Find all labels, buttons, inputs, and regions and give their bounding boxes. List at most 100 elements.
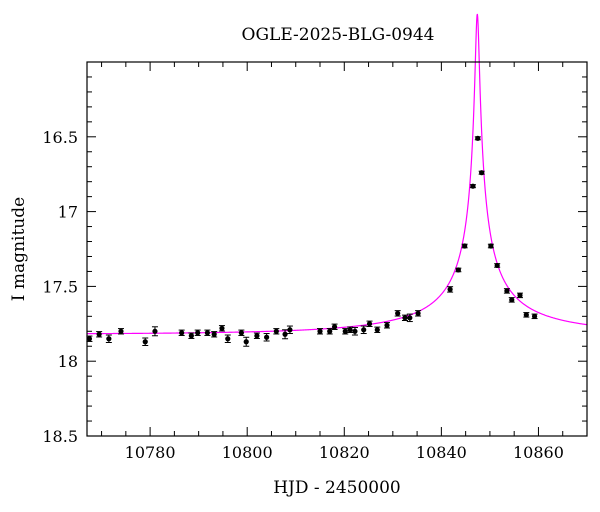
- data-marker: [342, 328, 348, 334]
- data-point: [178, 329, 185, 336]
- data-point: [469, 183, 476, 189]
- data-point: [238, 329, 245, 336]
- data-marker: [243, 339, 249, 345]
- data-marker: [455, 267, 461, 273]
- data-point: [211, 331, 218, 338]
- y-tick-label: 16.5: [42, 128, 78, 147]
- data-point: [286, 325, 293, 335]
- data-marker: [204, 330, 210, 336]
- data-point: [224, 334, 231, 343]
- data-marker: [509, 297, 515, 303]
- data-point: [415, 310, 422, 317]
- data-marker: [273, 328, 279, 334]
- data-point: [218, 325, 225, 332]
- data-marker: [195, 330, 201, 336]
- data-marker: [179, 330, 185, 336]
- data-marker: [347, 327, 353, 333]
- y-tick-label: 17.5: [42, 277, 78, 296]
- data-point: [447, 286, 454, 293]
- y-tick-label: 17: [58, 203, 78, 222]
- data-marker: [415, 310, 421, 316]
- data-point: [273, 328, 280, 335]
- data-point: [494, 262, 501, 269]
- data-point: [478, 170, 485, 176]
- data-marker: [488, 243, 494, 249]
- data-marker: [374, 327, 380, 333]
- data-marker: [317, 328, 323, 334]
- x-tick-label: 10860: [513, 443, 564, 462]
- data-marker: [331, 324, 338, 330]
- x-tick-label: 10780: [125, 443, 176, 462]
- y-tick-label: 18: [58, 352, 78, 371]
- data-point: [517, 292, 524, 299]
- data-point: [317, 328, 324, 335]
- data-point: [360, 325, 367, 335]
- chart-title: OGLE-2025-BLG-0944: [242, 25, 435, 45]
- data-point: [151, 326, 158, 337]
- data-point: [342, 328, 349, 335]
- data-marker: [531, 313, 538, 319]
- data-point: [351, 327, 358, 336]
- data-point: [401, 314, 408, 322]
- data-marker: [211, 331, 217, 337]
- data-point: [105, 334, 112, 343]
- y-axis-label: I magnitude: [9, 197, 29, 301]
- x-tick-label: 10820: [319, 443, 370, 462]
- data-marker: [395, 310, 401, 316]
- data-point: [326, 328, 333, 335]
- data-point: [474, 135, 481, 141]
- data-marker: [142, 339, 148, 345]
- y-tick-labels: 16.5 17 17.5 18 18.5: [42, 128, 78, 446]
- data-marker: [517, 292, 523, 298]
- data-point: [188, 332, 195, 339]
- data-point: [406, 313, 413, 323]
- data-point: [263, 333, 270, 342]
- y-tick-label: 18.5: [42, 427, 78, 446]
- data-point: [455, 267, 462, 273]
- plot-area: [86, 13, 588, 335]
- plot-frame: [86, 61, 588, 437]
- data-marker: [402, 315, 408, 321]
- data-point: [461, 243, 468, 249]
- data-marker: [152, 328, 158, 334]
- data-marker: [219, 325, 225, 331]
- data-point: [508, 297, 515, 303]
- data-marker: [475, 135, 481, 141]
- data-marker: [352, 328, 358, 334]
- axis-ticks: [87, 62, 588, 437]
- data-marker: [287, 327, 293, 333]
- data-point: [366, 320, 373, 327]
- data-marker: [106, 336, 112, 342]
- data-marker: [225, 336, 231, 342]
- data-marker: [86, 336, 93, 342]
- data-marker: [118, 328, 124, 334]
- data-marks: [86, 135, 538, 347]
- data-marker: [407, 315, 413, 321]
- data-point: [204, 329, 211, 336]
- data-marker: [254, 333, 260, 339]
- x-tick-labels: 10780 10800 10820 10840 10860: [125, 443, 564, 462]
- data-marker: [264, 334, 270, 340]
- data-point: [374, 326, 381, 333]
- x-tick-label: 10840: [416, 443, 467, 462]
- data-point: [96, 331, 103, 338]
- x-tick-label: 10800: [222, 443, 273, 462]
- data-marker: [96, 331, 102, 337]
- data-point: [253, 332, 260, 339]
- data-point: [117, 328, 124, 335]
- data-point: [487, 243, 494, 249]
- data-marker: [188, 333, 194, 339]
- data-marker: [384, 322, 390, 328]
- data-marker: [238, 330, 244, 336]
- data-marker: [504, 288, 510, 294]
- data-marker: [523, 312, 529, 318]
- data-marker: [462, 243, 468, 249]
- data-point: [331, 323, 338, 330]
- data-marker: [494, 262, 500, 269]
- data-point: [243, 336, 250, 347]
- data-point: [394, 310, 401, 317]
- data-point: [531, 313, 538, 320]
- model-curve: [86, 13, 588, 335]
- data-point: [282, 329, 289, 340]
